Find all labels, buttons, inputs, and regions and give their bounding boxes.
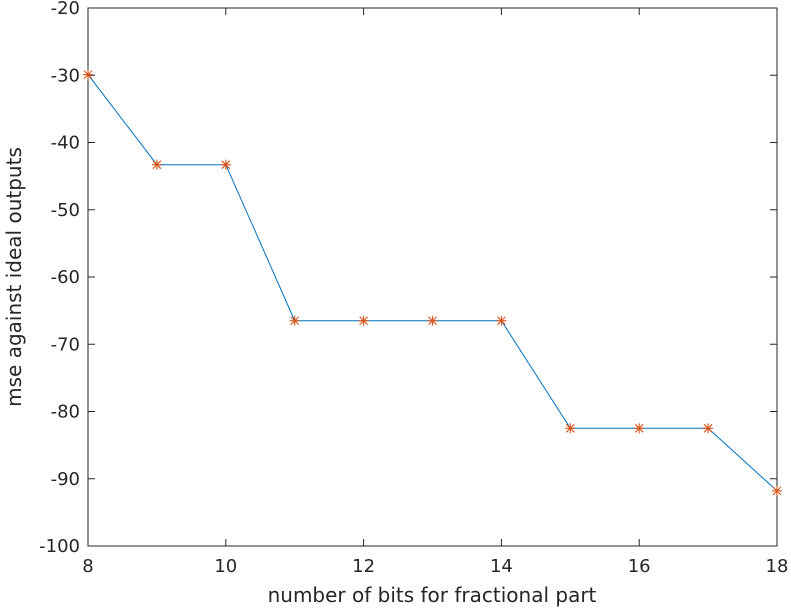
data-point-marker	[151, 159, 162, 170]
x-tick-label: 10	[214, 556, 237, 577]
markers	[83, 69, 782, 496]
x-tick-label: 8	[82, 556, 93, 577]
y-tick-label: -40	[51, 133, 80, 154]
data-point-marker	[565, 423, 576, 434]
plot-area	[87, 7, 778, 547]
x-tick-label: 16	[628, 556, 651, 577]
y-axis-label: mse against ideal outputs	[2, 147, 26, 407]
y-tick-label: -100	[39, 536, 80, 557]
y-tick-label: -90	[51, 469, 80, 490]
data-point-marker	[289, 315, 300, 326]
ticks	[87, 7, 778, 547]
x-tick-label: 18	[766, 556, 789, 577]
data-point-marker	[83, 69, 93, 80]
data-point-marker	[427, 315, 438, 326]
tick-labels: 8 10 12 14 16 18 -20 -30 -40 -50 -60 -70 -80 -90 -100	[39, 0, 788, 577]
data-point-marker	[634, 423, 645, 434]
y-tick-label: -30	[51, 65, 80, 86]
y-tick-label: -50	[51, 200, 80, 221]
y-tick-label: -80	[51, 402, 80, 423]
x-tick-label: 12	[352, 556, 375, 577]
data-point-marker	[220, 159, 231, 170]
data-point-marker	[703, 423, 714, 434]
y-tick-label: -60	[51, 267, 80, 288]
x-axis-label: number of bits for fractional part	[268, 583, 597, 607]
data-point-marker	[358, 315, 369, 326]
x-tick-label: 14	[490, 556, 513, 577]
y-tick-label: -70	[51, 334, 80, 355]
data-point-marker	[496, 315, 507, 326]
y-tick-label: -20	[51, 0, 80, 19]
data-point-marker	[772, 485, 782, 496]
